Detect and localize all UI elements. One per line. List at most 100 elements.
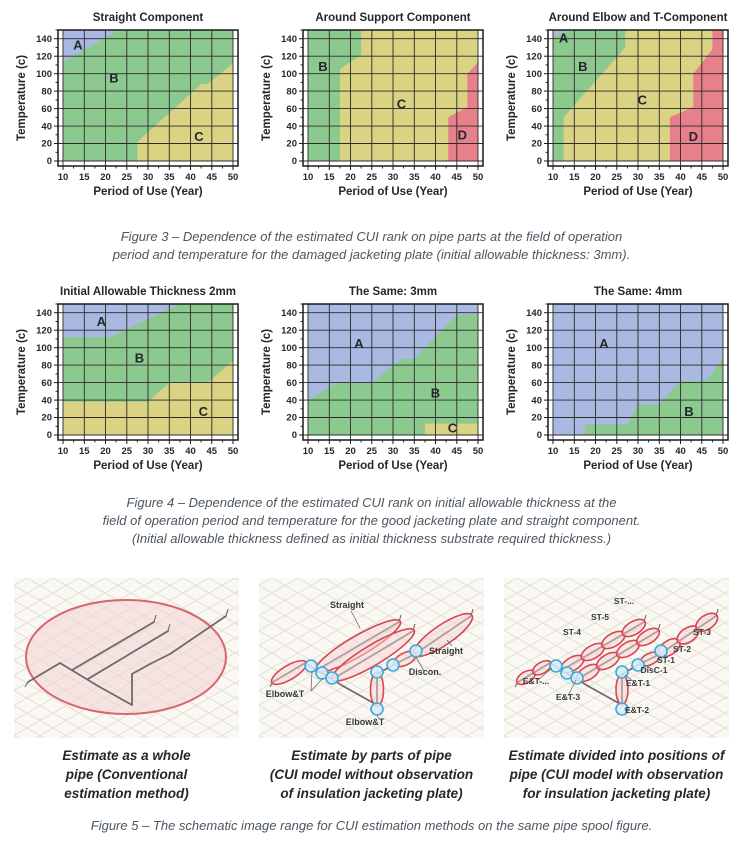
- svg-text:60: 60: [41, 378, 52, 389]
- position-label: ST-...: [614, 596, 634, 606]
- region-label-C: C: [396, 97, 406, 112]
- position-label: ST-3: [693, 627, 711, 637]
- joint-circle: [654, 644, 668, 658]
- region-B: [307, 30, 361, 161]
- svg-text:100: 100: [281, 69, 297, 80]
- svg-text:30: 30: [387, 446, 398, 457]
- region-C: [136, 63, 233, 162]
- svg-text:35: 35: [654, 446, 665, 457]
- svg-text:25: 25: [366, 172, 377, 183]
- svg-text:45: 45: [206, 446, 217, 457]
- svg-text:45: 45: [451, 446, 462, 457]
- position-label: E&T-2: [625, 705, 649, 715]
- svg-text:100: 100: [36, 69, 52, 80]
- svg-text:60: 60: [531, 104, 542, 115]
- region-C: [424, 423, 478, 435]
- x-axis-label: Period of Use (Year): [338, 460, 447, 472]
- part-label: Elbow&T: [346, 717, 385, 727]
- region-map-svg: 10 15 20 25 30 35 40 45 50 0 20 40 60 80 100 120 140 C B D A…: [506, 12, 729, 198]
- position-label: ST-2: [673, 644, 691, 654]
- svg-text:50: 50: [227, 446, 238, 457]
- svg-text:10: 10: [57, 446, 68, 457]
- svg-text:10: 10: [547, 172, 558, 183]
- region-label-B: B: [134, 351, 143, 366]
- y-axis-label: Temperature (c): [506, 329, 518, 415]
- figure5-panel-captions: Estimate as a whole pipe (Conventional e…: [4, 746, 739, 803]
- region-map-svg: 10 15 20 25 30 35 40 45 50 0 20 40 60 80 100 120 140 C B D A…: [261, 12, 484, 198]
- svg-text:20: 20: [100, 172, 111, 183]
- svg-text:20: 20: [100, 446, 111, 457]
- part-ellipse: [694, 612, 719, 633]
- svg-text:140: 140: [281, 34, 297, 45]
- panel-caption-parts: Estimate by parts of pipe (CUI model wit…: [249, 746, 494, 803]
- svg-text:35: 35: [409, 172, 420, 183]
- svg-text:0: 0: [46, 430, 51, 441]
- region-label-B: B: [430, 386, 439, 401]
- x-axis-label: Period of Use (Year): [338, 186, 447, 198]
- position-label: ST-1: [657, 655, 675, 665]
- position-label: E&T-1: [626, 678, 650, 688]
- region-label-A: A: [558, 30, 568, 45]
- panel2-caption-line: of insulation jacketing plate): [280, 786, 463, 801]
- svg-text:40: 40: [286, 121, 297, 132]
- svg-text:15: 15: [324, 446, 335, 457]
- region-label-B: B: [109, 71, 118, 86]
- chart-around-support-component: 10 15 20 25 30 35 40 45 50 0 20 40 60 80 100 120 140 C B D A…: [249, 8, 494, 204]
- region-A: [552, 30, 568, 37]
- svg-text:25: 25: [611, 446, 622, 457]
- chart-thickness-4mm: 10 15 20 25 30 35 40 45 50 0 20 40 60 80 100 120 140 A B Th…: [494, 282, 739, 478]
- figure5-caption: Figure 5 – The schematic image range for…: [4, 817, 739, 835]
- y-axis-label: Temperature (c): [261, 329, 273, 415]
- region-D: [447, 62, 478, 161]
- region-label-C: C: [198, 404, 208, 419]
- svg-text:140: 140: [526, 34, 542, 45]
- joint-circle: [631, 658, 645, 672]
- panel1-caption-line: estimation method): [64, 786, 189, 801]
- chart-title: Straight Component: [92, 12, 203, 24]
- svg-text:15: 15: [324, 172, 335, 183]
- svg-text:15: 15: [569, 172, 580, 183]
- svg-text:50: 50: [472, 446, 483, 457]
- region-label-B: B: [578, 59, 587, 74]
- svg-text:140: 140: [281, 308, 297, 319]
- svg-text:25: 25: [121, 446, 132, 457]
- y-axis-label: Temperature (c): [506, 55, 518, 141]
- svg-text:45: 45: [206, 172, 217, 183]
- svg-text:10: 10: [547, 446, 558, 457]
- svg-text:140: 140: [36, 34, 52, 45]
- figure4-caption-line1: Figure 4 – Dependence of the estimated C…: [126, 495, 617, 510]
- svg-text:20: 20: [590, 446, 601, 457]
- svg-text:120: 120: [36, 325, 52, 336]
- joint-circle: [615, 702, 629, 716]
- panel-whole-pipe-estimate: [4, 578, 249, 738]
- x-axis-label: Period of Use (Year): [583, 186, 692, 198]
- svg-text:0: 0: [291, 156, 296, 167]
- joint-circle: [386, 658, 400, 672]
- svg-text:20: 20: [286, 413, 297, 424]
- svg-text:15: 15: [79, 446, 90, 457]
- panel-positions-estimate: ST-... ST-5 ST-4 ST-3 ST-2 ST-1 DisC-1 E&T-1 E&T…: [494, 578, 739, 738]
- svg-text:120: 120: [526, 51, 542, 62]
- figure4-caption-line2: field of operation period and temperatur…: [102, 513, 641, 528]
- svg-text:80: 80: [41, 86, 52, 97]
- svg-text:30: 30: [387, 172, 398, 183]
- region-label-D: D: [457, 127, 466, 142]
- svg-text:80: 80: [41, 360, 52, 371]
- svg-text:60: 60: [286, 104, 297, 115]
- svg-text:40: 40: [41, 395, 52, 406]
- svg-text:30: 30: [632, 172, 643, 183]
- region-A: [62, 30, 118, 63]
- svg-text:40: 40: [286, 395, 297, 406]
- panel-caption-positions: Estimate divided into positions of pipe …: [494, 746, 739, 803]
- svg-text:50: 50: [717, 172, 728, 183]
- svg-text:40: 40: [675, 446, 686, 457]
- svg-text:35: 35: [409, 446, 420, 457]
- panel2-caption-line: (CUI model without observation: [269, 767, 474, 782]
- svg-text:100: 100: [526, 69, 542, 80]
- joint-circle: [370, 702, 384, 716]
- svg-text:140: 140: [36, 308, 52, 319]
- panel3-caption-line: Estimate divided into positions of: [508, 748, 725, 763]
- x-axis-label: Period of Use (Year): [93, 460, 202, 472]
- region-map-svg: 10 15 20 25 30 35 40 45 50 0 20 40 60 80 100 120 140 B A C I…: [16, 286, 239, 472]
- region-label-A: A: [599, 336, 609, 351]
